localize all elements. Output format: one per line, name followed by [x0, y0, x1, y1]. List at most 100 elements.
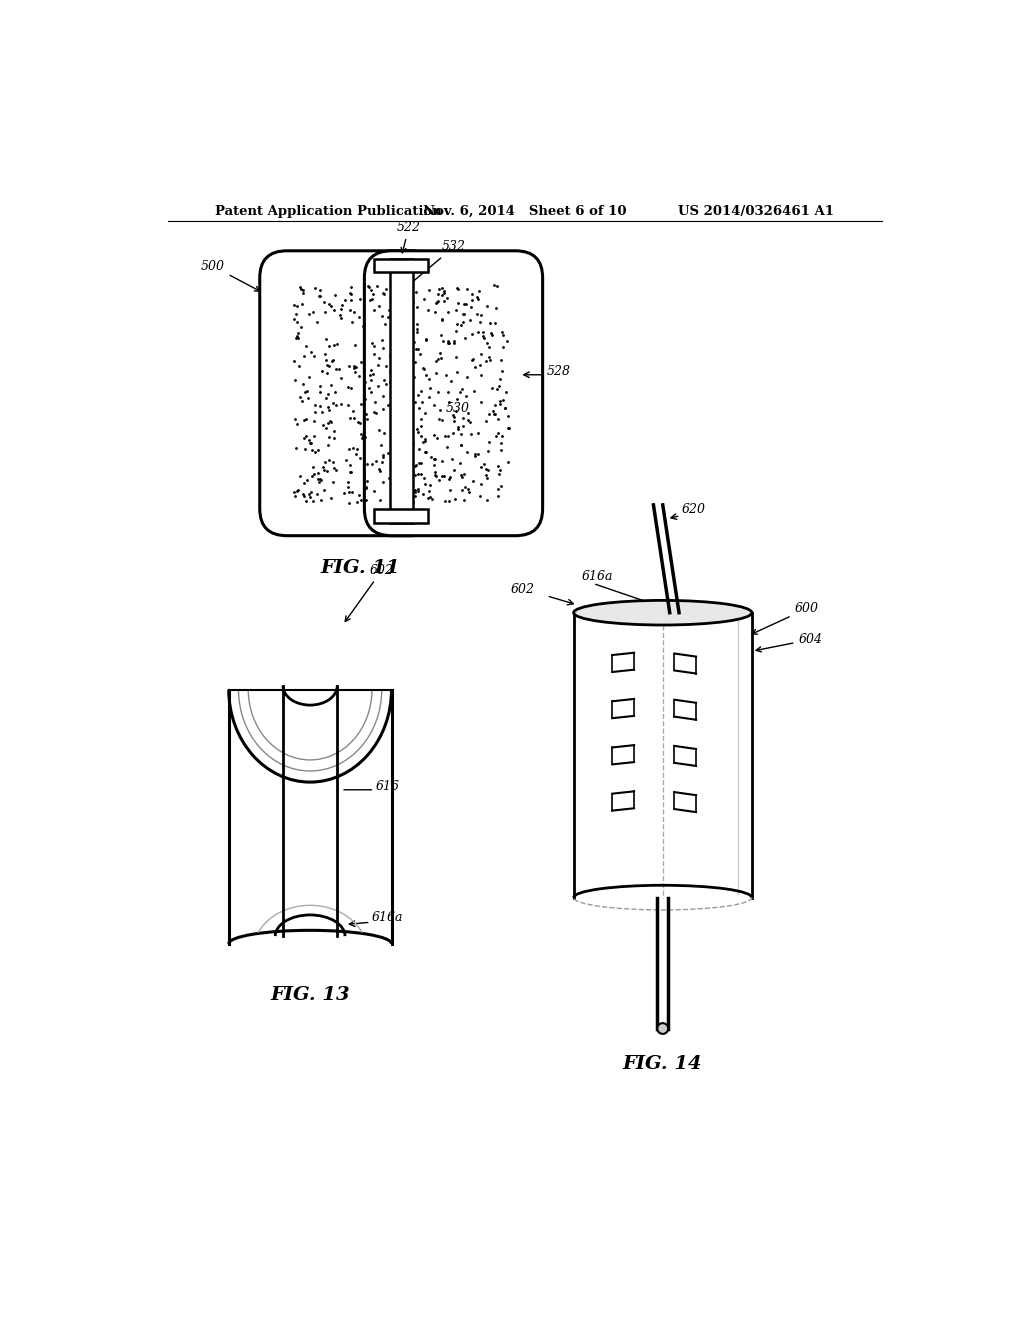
Point — [295, 374, 311, 395]
Point — [362, 364, 379, 385]
Point — [465, 348, 481, 370]
Point — [302, 487, 318, 508]
Point — [357, 372, 374, 393]
Point — [478, 490, 495, 511]
Point — [289, 480, 305, 502]
Point — [437, 364, 454, 385]
Point — [290, 322, 306, 343]
Point — [307, 277, 324, 298]
Point — [310, 286, 327, 308]
Point — [326, 300, 342, 321]
Point — [452, 453, 468, 474]
Point — [307, 401, 324, 422]
Point — [416, 359, 432, 380]
Point — [313, 360, 330, 381]
Point — [410, 421, 426, 442]
Point — [332, 305, 348, 326]
Point — [408, 454, 424, 475]
Point — [352, 447, 369, 469]
Point — [494, 475, 510, 496]
Point — [401, 477, 418, 498]
Point — [297, 381, 313, 403]
Point — [297, 438, 313, 459]
Point — [384, 437, 400, 458]
Point — [385, 334, 401, 355]
Point — [390, 482, 407, 503]
Point — [467, 444, 483, 465]
Point — [303, 480, 319, 502]
Text: Patent Application Publication: Patent Application Publication — [215, 205, 442, 218]
Point — [328, 459, 344, 480]
Point — [392, 412, 409, 433]
Point — [392, 284, 409, 305]
Point — [407, 367, 423, 388]
Point — [427, 447, 443, 469]
Point — [390, 482, 407, 503]
Point — [381, 467, 397, 488]
Point — [409, 319, 425, 341]
Point — [286, 309, 302, 330]
Point — [434, 277, 451, 298]
Point — [473, 474, 489, 495]
Point — [417, 441, 433, 462]
Point — [472, 355, 488, 376]
Point — [385, 409, 401, 430]
Point — [417, 474, 433, 495]
Point — [355, 437, 372, 458]
Point — [359, 276, 376, 297]
Point — [388, 414, 404, 436]
Point — [431, 400, 447, 421]
Point — [477, 411, 494, 432]
Point — [420, 300, 436, 321]
Point — [489, 478, 506, 499]
Point — [289, 413, 305, 434]
Point — [430, 284, 446, 305]
Point — [328, 395, 344, 416]
Point — [366, 401, 382, 422]
Point — [386, 368, 402, 389]
Point — [311, 285, 328, 306]
Point — [455, 312, 471, 333]
Point — [364, 381, 380, 403]
Point — [409, 418, 425, 440]
Point — [323, 375, 339, 396]
Point — [343, 276, 359, 297]
Text: 620: 620 — [682, 503, 707, 516]
Point — [495, 337, 511, 358]
Point — [321, 396, 337, 417]
Point — [321, 335, 337, 356]
Text: 602: 602 — [511, 583, 535, 597]
Text: Nov. 6, 2014   Sheet 6 of 10: Nov. 6, 2014 Sheet 6 of 10 — [423, 205, 627, 218]
Point — [294, 391, 310, 412]
Point — [305, 301, 322, 322]
Point — [489, 422, 506, 444]
Point — [347, 362, 364, 383]
Point — [402, 404, 419, 425]
Point — [299, 381, 315, 403]
Point — [433, 347, 450, 368]
Point — [400, 337, 417, 358]
Point — [357, 490, 374, 511]
Point — [345, 301, 361, 322]
Point — [453, 434, 469, 455]
Point — [295, 346, 311, 367]
Point — [289, 326, 305, 347]
Point — [292, 465, 308, 486]
Point — [353, 428, 370, 449]
Point — [340, 477, 356, 498]
FancyBboxPatch shape — [365, 251, 543, 536]
Point — [429, 292, 445, 313]
Point — [393, 383, 410, 404]
Point — [372, 461, 388, 482]
Point — [449, 388, 465, 409]
Point — [348, 356, 365, 378]
Point — [402, 465, 419, 486]
Point — [388, 372, 404, 393]
Point — [321, 426, 337, 447]
Point — [325, 451, 341, 473]
Point — [455, 304, 471, 325]
Point — [367, 343, 383, 364]
Point — [392, 387, 409, 408]
Point — [384, 285, 400, 306]
Point — [380, 306, 396, 327]
